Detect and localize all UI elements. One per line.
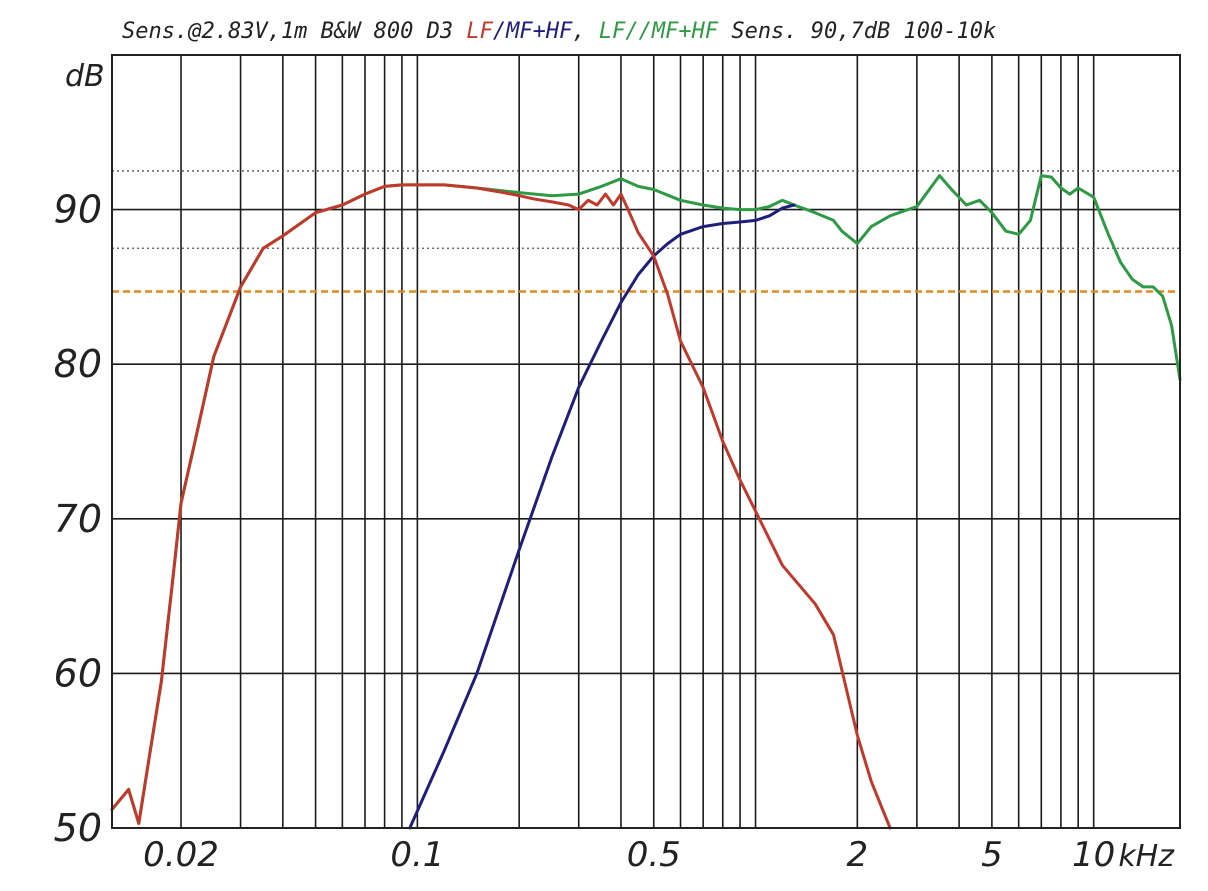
grid	[112, 55, 1180, 828]
x-tick-label: 10	[1072, 835, 1115, 875]
chart-title-part: ,	[572, 19, 599, 44]
y-tick-label: 50	[54, 806, 102, 850]
chart-title-part: LF//MF+HF	[599, 19, 719, 44]
x-tick-label: 0.1	[390, 835, 444, 875]
chart-title: Sens.@2.83V,1m B&W 800 D3 LF/MF+HF, LF//…	[122, 19, 996, 44]
series-line-lf	[110, 183, 892, 830]
x-tick-label: 0.5	[627, 835, 681, 875]
x-tick-label: 5	[981, 835, 1003, 875]
x-axis-label: kHz	[1118, 839, 1175, 874]
tick-labels: 50 60 70 80 90 0.02 0.1 0.5 2 5 10	[54, 188, 1116, 875]
chart-title-part: /MF+HF	[493, 19, 573, 44]
series-line-mf-hf	[408, 203, 796, 830]
y-tick-label: 90	[54, 188, 102, 232]
series-lines	[110, 174, 1182, 830]
y-axis-label: dB	[65, 59, 105, 94]
chart-title-part: LF	[466, 19, 493, 44]
x-tick-label: 0.02	[143, 835, 219, 875]
plot-frame	[111, 54, 1181, 829]
reference-lines	[112, 170, 1180, 293]
y-tick-label: 70	[54, 497, 102, 541]
chart-title-part: Sens.@2.83V,1m B&W 800 D3	[122, 19, 466, 44]
x-tick-label: 2	[847, 835, 869, 875]
series-line-lf-mf-hf	[110, 174, 1182, 825]
y-tick-label: 60	[54, 651, 102, 695]
chart-title-part: Sens. 90,7dB 100-10k	[718, 19, 996, 44]
y-tick-label: 80	[54, 342, 102, 386]
